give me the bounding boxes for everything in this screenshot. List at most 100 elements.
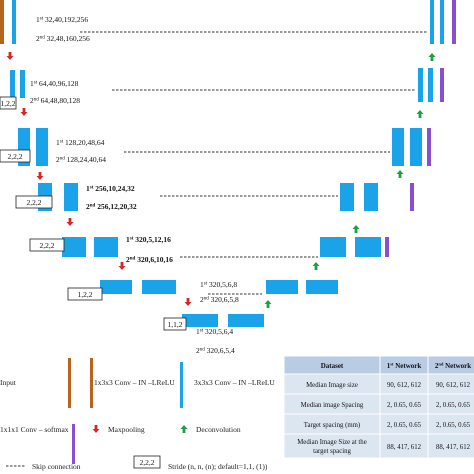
conv-block <box>320 237 346 257</box>
table-cell: 90, 612, 612 <box>436 382 471 389</box>
table-header-cell: 1st Network <box>387 362 422 371</box>
legend-conv1-swatch <box>90 358 93 408</box>
conv-block <box>100 280 132 294</box>
deconv-arrow <box>416 110 424 118</box>
table-cell: Median image Spacing <box>301 402 364 409</box>
legend-skip-label: Skip connection <box>32 462 81 471</box>
maxpool-arrow <box>6 52 14 60</box>
table-cell: 2, 0.65, 0.65 <box>436 422 471 429</box>
conv-block <box>142 280 176 294</box>
level-label-2nd: 2nd 256,12,20,32 <box>86 202 137 211</box>
legend-softmax-swatch <box>72 424 75 464</box>
stride-label: 2,2,2 <box>40 241 55 250</box>
conv-block <box>364 183 378 211</box>
table-cell: 88, 417, 612 <box>387 444 422 451</box>
stride-label: 2,2,2 <box>8 152 23 161</box>
deconv-arrow <box>352 225 360 233</box>
legend-softmax-label: 1x1x1 Conv – softmax <box>0 425 69 434</box>
output-block <box>385 237 389 257</box>
deconv-arrow <box>264 300 272 308</box>
network-blocks <box>0 0 456 327</box>
table-cell: 2, 0.65, 0.65 <box>436 402 471 409</box>
legend-deconv-label: Deconvolution <box>196 425 241 434</box>
stride-label: 1,2,2 <box>1 99 16 108</box>
output-block <box>440 68 444 102</box>
conv-block <box>64 183 78 211</box>
level-label-2nd: 2nd 320,6,5,8 <box>200 295 239 304</box>
table-cell: target spacing <box>313 448 351 455</box>
maxpool-arrow <box>184 298 192 306</box>
legend-stride-label: Stride (n, n, (n); default=1,1, (1)) <box>168 462 268 471</box>
stride-label: 1,2,2 <box>78 290 93 299</box>
conv-block <box>428 68 433 102</box>
stride-box <box>133 455 161 469</box>
stride-box <box>163 317 187 331</box>
level-label-2nd: 2nd 32,48,160,256 <box>36 34 90 43</box>
level-label-1st: 1st 320,5,6,4 <box>196 327 233 336</box>
output-block <box>410 183 414 211</box>
legend-input-label: Input <box>0 378 17 387</box>
conv-block <box>94 237 118 257</box>
stride-box <box>15 195 53 209</box>
table-cell: Median Image Size at theMedian Image Siz… <box>297 439 366 446</box>
dataset-table: Dataset 1st Network 2nd Network Median Imag… <box>283 355 474 459</box>
conv-block <box>228 314 264 327</box>
conv-block <box>392 128 404 166</box>
deconv-arrow <box>312 262 320 270</box>
maxpool-arrow <box>92 425 100 433</box>
legend-maxpool-label: Maxpooling <box>108 425 145 434</box>
legend-conv3-swatch <box>180 362 183 408</box>
table-cell-bg <box>379 433 429 459</box>
table-cell: 2, 0.65, 0.65 <box>387 422 422 429</box>
stride-box <box>0 96 17 110</box>
input-block <box>0 0 4 44</box>
level-label-1st: 1st 320,5,12,16 <box>126 235 171 244</box>
deconv-arrow <box>180 425 188 433</box>
table-cell: 2, 0.65, 0.65 <box>387 402 422 409</box>
level-label-1st: 1st 320,5,6,8 <box>200 280 237 289</box>
conv-block <box>12 0 16 44</box>
conv-block <box>182 314 218 327</box>
level-label-1st: 1st 64,40,96,128 <box>30 79 79 88</box>
level-labels: 1st 32,40,192,256 2nd 32,48,160,256 1st 64… <box>30 15 239 355</box>
stride-label: 2,2,2 <box>27 198 42 207</box>
table-cell-bg <box>427 433 474 459</box>
maxpool-arrow <box>118 262 126 270</box>
level-label-2nd: 2nd 320,6,5,4 <box>196 346 235 355</box>
stride-box <box>29 238 65 252</box>
stride-box <box>67 287 103 301</box>
level-label-1st: 1st 128,20,48,64 <box>56 138 105 147</box>
output-block <box>427 128 431 166</box>
table-cell: Target spacing (mm) <box>304 422 360 429</box>
stride-label: 1,1,2 <box>168 320 183 329</box>
conv-block <box>410 128 422 166</box>
table-cell: 88, 417, 612 <box>436 444 471 451</box>
maxpool-arrow <box>66 218 74 226</box>
maxpool-arrow <box>36 172 44 180</box>
stride-box <box>0 149 31 163</box>
conv-block <box>10 70 15 98</box>
output-block <box>452 0 456 44</box>
table-cell: 90, 612, 612 <box>387 382 422 389</box>
legend: Input 1x3x3 Conv – IN –LReLU 3x3x3 Conv – … <box>0 358 275 471</box>
level-label-1st: 1st 256,10,24,32 <box>86 184 135 193</box>
conv-block <box>306 280 338 294</box>
conv-block <box>418 68 423 102</box>
conv-block <box>36 128 48 166</box>
level-label-1st: 1st 32,40,192,256 <box>36 15 88 24</box>
table-header-cell: 2nd Network <box>435 362 471 371</box>
conv-block <box>62 237 86 257</box>
stride-boxes: 1,2,2 2,2,2 2,2,2 2,2,2 1,2,2 1,1,2 2,2,2 <box>0 96 187 469</box>
legend-conv3-label: 3x3x3 Conv – IN –LReLU <box>194 378 275 387</box>
conv-block <box>20 70 25 98</box>
table-cell-bg <box>283 433 381 459</box>
legend-input-swatch <box>68 358 71 408</box>
table-cell: Median Image size <box>306 382 358 389</box>
stride-label: 2,2,2 <box>140 458 155 467</box>
level-label-2nd: 2nd 128,24,40,64 <box>56 155 106 164</box>
conv-block <box>440 0 444 44</box>
maxpool-arrow <box>20 108 28 116</box>
skip-connections <box>80 31 428 295</box>
conv-block <box>430 0 434 44</box>
